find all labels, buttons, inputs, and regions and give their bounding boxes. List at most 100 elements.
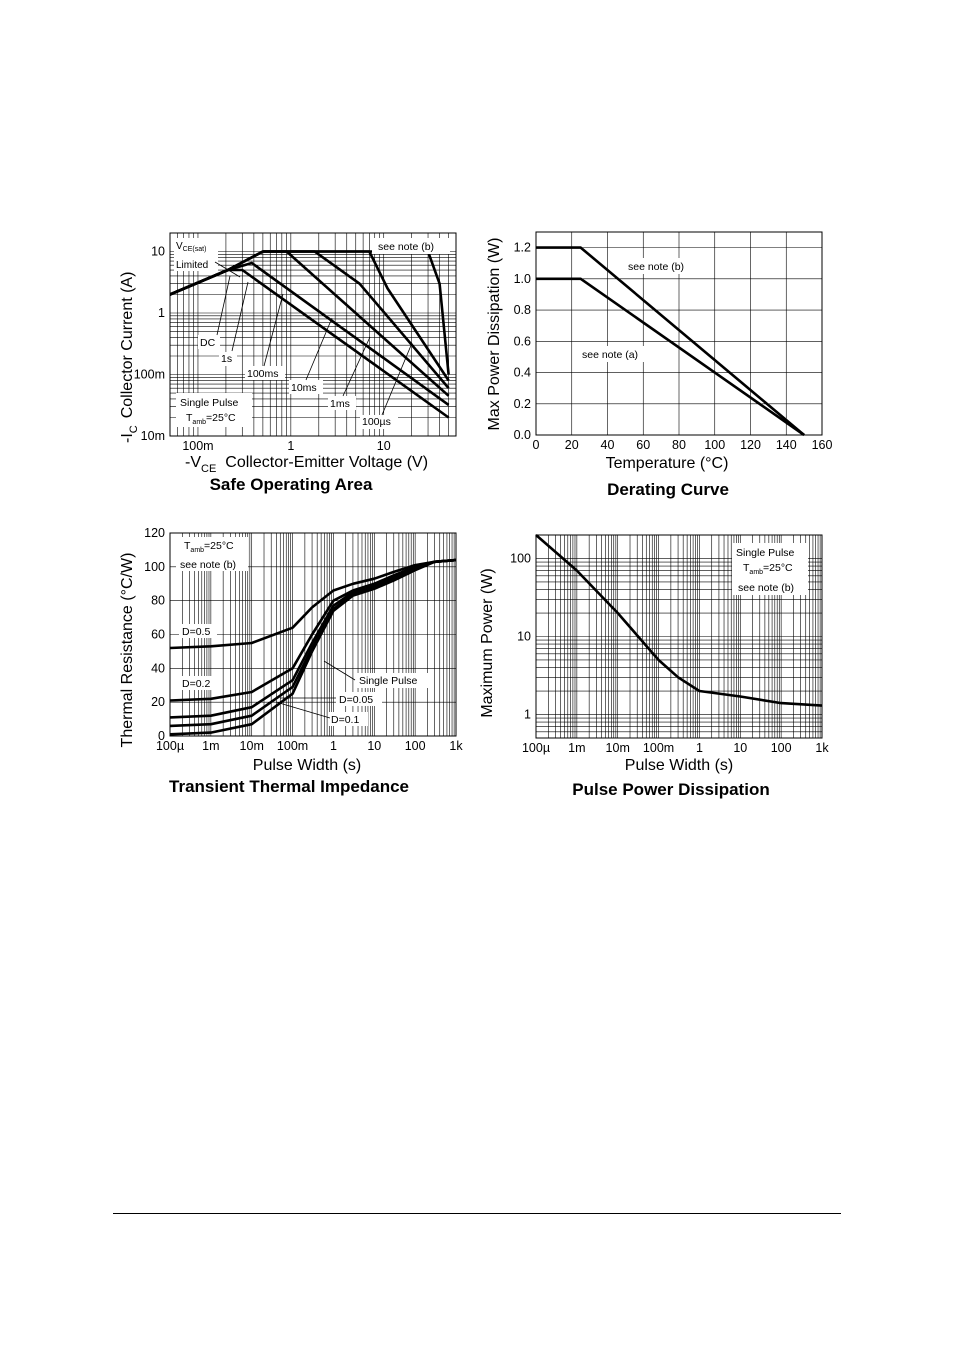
- thermal-label-d02: D=0.2: [182, 678, 210, 690]
- pulse-x-tick-0: 100µ: [522, 741, 550, 755]
- pulse-y-ticks: 1 10 100: [510, 551, 531, 721]
- soa-x-ticks: 100m 1 10: [182, 439, 390, 453]
- thermal-x-tick-7: 1k: [449, 739, 463, 753]
- pulse-x-tick-1: 1m: [568, 741, 585, 755]
- pulse-note-label: see note (b): [738, 582, 794, 594]
- pulse-y-axis-title: Maximum Power (W): [479, 568, 496, 717]
- thermal-label-d01: D=0.1: [331, 714, 359, 726]
- derating-y-tick-3: 0.6: [514, 334, 531, 348]
- soa-label-1ms: 1ms: [330, 398, 350, 410]
- pulse-x-tick-2: 10m: [606, 741, 630, 755]
- pulse-x-tick-7: 1k: [815, 741, 829, 755]
- pulse-tamb-label: Tamb=25°C: [743, 562, 793, 576]
- thermal-series-2: [169, 558, 457, 719]
- thermal-y-tick-5: 100: [144, 560, 165, 574]
- thermal-chart: 100µ 1m 10m 100m 1 10 100 1k 0 20 40 60 80 100 120 Ta…: [119, 526, 463, 796]
- thermal-title: Transient Thermal Impedance: [169, 777, 409, 796]
- soa-x-axis-title: -VCE Collector-Emitter Voltage (V): [185, 454, 428, 475]
- thermal-tamb-label: Tamb=25°C: [184, 540, 234, 554]
- pulse-y-tick-1: 10: [517, 630, 531, 644]
- soa-label-100ms: 100ms: [247, 368, 279, 380]
- soa-tamb-label: Tamb=25°C: [186, 412, 236, 426]
- derating-x-axis-title: Temperature (°C): [606, 455, 729, 472]
- derating-y-tick-0: 0.0: [514, 428, 531, 442]
- thermal-y-tick-0: 0: [158, 729, 165, 743]
- thermal-curves: [169, 558, 457, 736]
- thermal-y-ticks: 0 20 40 60 80 100 120: [144, 526, 165, 743]
- pulse-x-tick-3: 100m: [643, 741, 674, 755]
- derating-note-a-label: see note (a): [582, 349, 638, 361]
- soa-curves: [169, 250, 450, 419]
- derating-x-tick-1: 20: [565, 438, 579, 452]
- derating-series-0: [536, 246, 805, 436]
- thermal-x-tick-6: 100: [405, 739, 426, 753]
- pulse-x-tick-6: 100: [771, 741, 792, 755]
- derating-x-tick-4: 80: [672, 438, 686, 452]
- soa-label-1s: 1s: [221, 353, 232, 365]
- derating-grid: [536, 232, 822, 435]
- thermal-label-single: Single Pulse: [359, 675, 418, 687]
- soa-y-tick-2: 1: [158, 306, 165, 320]
- derating-note-b-label: see note (b): [628, 261, 684, 273]
- derating-x-tick-5: 100: [704, 438, 725, 452]
- pulse-title: Pulse Power Dissipation: [572, 780, 769, 799]
- thermal-y-axis-title: Thermal Resistance (°C/W): [119, 553, 136, 748]
- soa-label-100us: 100µs: [362, 416, 391, 428]
- derating-y-ticks: 0.0 0.2 0.4 0.6 0.8 1.0 1.2: [514, 241, 531, 442]
- pulse-grid: [536, 535, 822, 738]
- pulse-y-tick-2: 100: [510, 551, 531, 565]
- pulse-curves: [535, 534, 823, 707]
- derating-curves: [536, 246, 805, 437]
- soa-chart: 100m 1 10 10m 100m 1 10 VCE(sat) Limited see …: [119, 232, 457, 494]
- pulse-series-0: [535, 534, 823, 707]
- thermal-label-d005: D=0.05: [339, 694, 373, 706]
- pulse-x-tick-5: 10: [733, 741, 747, 755]
- derating-title: Derating Curve: [607, 480, 729, 499]
- soa-y-tick-3: 10: [151, 245, 165, 259]
- derating-y-tick-5: 1.0: [514, 272, 531, 286]
- thermal-y-tick-3: 60: [151, 628, 165, 642]
- thermal-note-label: see note (b): [180, 559, 236, 571]
- soa-label-dc: DC: [200, 337, 216, 349]
- soa-title: Safe Operating Area: [210, 475, 373, 494]
- thermal-y-tick-2: 40: [151, 661, 165, 675]
- soa-x-tick-0: 100m: [182, 439, 213, 453]
- derating-x-tick-3: 60: [636, 438, 650, 452]
- thermal-x-tick-4: 1: [330, 739, 337, 753]
- pulse-single-label: Single Pulse: [736, 547, 795, 559]
- derating-x-tick-7: 140: [776, 438, 797, 452]
- pulse-chart: 100µ 1m 10m 100m 1 10 100 1k 1 10 100 Single Puls…: [479, 534, 829, 799]
- thermal-x-axis-title: Pulse Width (s): [253, 757, 361, 774]
- thermal-x-tick-0: 100µ: [156, 739, 184, 753]
- thermal-x-tick-2: 10m: [240, 739, 264, 753]
- pulse-y-tick-0: 1: [524, 708, 531, 722]
- thermal-series-3: [169, 558, 457, 728]
- thermal-x-ticks: 100µ 1m 10m 100m 1 10 100 1k: [156, 739, 463, 753]
- thermal-label-d05: D=0.5: [182, 626, 210, 638]
- pulse-x-axis-title: Pulse Width (s): [625, 757, 733, 774]
- thermal-y-tick-1: 20: [151, 695, 165, 709]
- soa-note-label: see note (b): [378, 241, 434, 253]
- soa-single-pulse-label: Single Pulse: [180, 397, 239, 409]
- thermal-x-tick-3: 100m: [277, 739, 308, 753]
- soa-vce-sat-label: VCE(sat): [176, 241, 206, 253]
- soa-y-axis-title: -ICCollector Current (A): [119, 272, 140, 443]
- soa-x-tick-1: 1: [287, 439, 294, 453]
- thermal-x-tick-1: 1m: [202, 739, 219, 753]
- derating-x-tick-0: 0: [533, 438, 540, 452]
- derating-y-axis-title: Max Power Dissipation (W): [486, 238, 503, 431]
- soa-y-tick-1: 100m: [134, 368, 165, 382]
- thermal-y-tick-4: 80: [151, 594, 165, 608]
- thermal-y-tick-6: 120: [144, 526, 165, 540]
- thermal-x-tick-5: 10: [367, 739, 381, 753]
- derating-x-tick-6: 120: [740, 438, 761, 452]
- soa-x-tick-2: 10: [377, 439, 391, 453]
- thermal-series-4: [169, 558, 457, 736]
- thermal-series-0: [169, 558, 457, 650]
- soa-y-tick-0: 10m: [141, 429, 165, 443]
- footer-rule: [113, 1213, 841, 1214]
- derating-series-1: [536, 277, 805, 437]
- derating-x-tick-2: 40: [601, 438, 615, 452]
- derating-y-tick-2: 0.4: [514, 366, 531, 380]
